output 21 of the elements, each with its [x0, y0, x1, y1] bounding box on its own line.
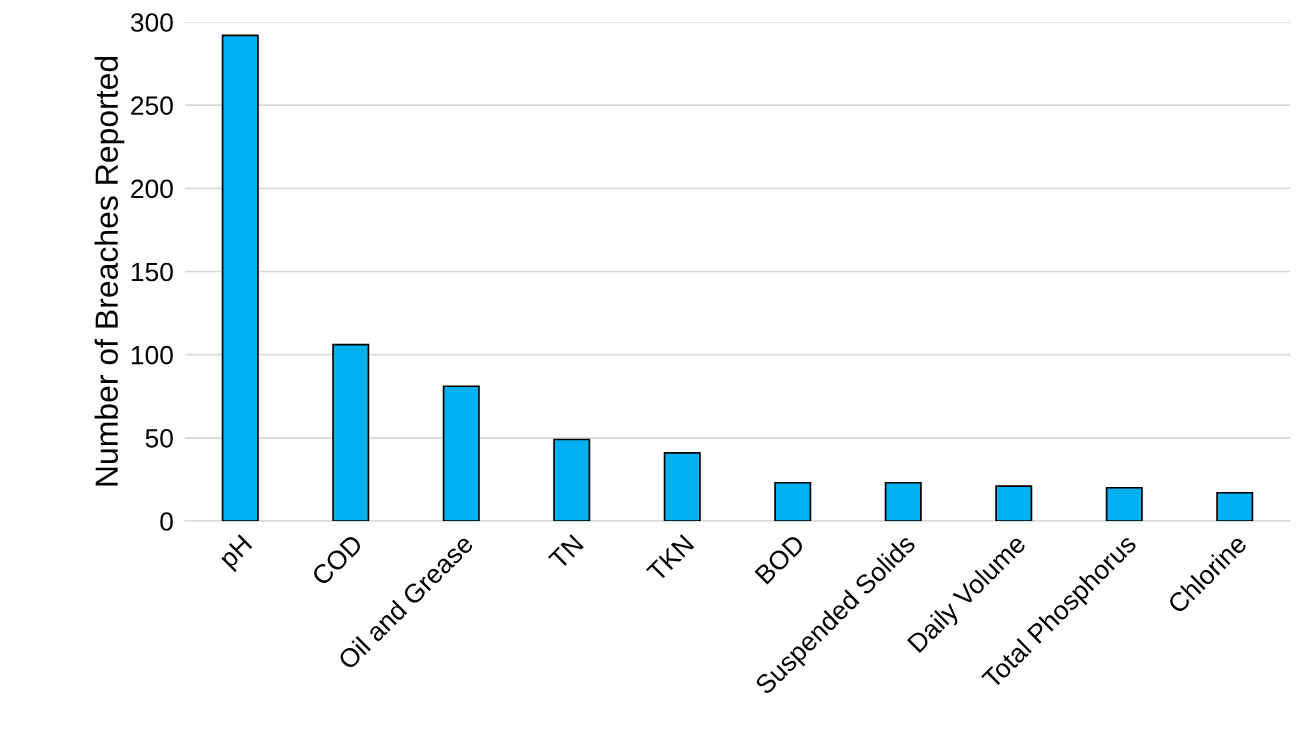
bar: [332, 343, 370, 521]
x-tick-label: TN: [547, 534, 584, 571]
bar: [553, 438, 591, 521]
y-tick-label: 50: [145, 428, 173, 448]
bar: [995, 485, 1033, 521]
bar: [1105, 486, 1143, 521]
y-tick-label: 100: [131, 345, 173, 365]
bar: [221, 34, 259, 521]
y-tick-label: 300: [130, 13, 173, 32]
y-tick-label: 250: [131, 96, 173, 115]
bar: [442, 385, 480, 521]
y-tick-label: 0: [160, 512, 173, 531]
y-tick-label: 200: [131, 179, 173, 199]
y-tick-label: 150: [131, 262, 173, 282]
bar: [663, 451, 701, 521]
x-tick-label: TKN: [646, 534, 695, 583]
x-tick-label: pH: [218, 534, 257, 573]
bar: [1216, 491, 1254, 521]
bar: [774, 481, 812, 521]
y-axis-title: Number of Breaches Reported: [94, 56, 125, 486]
bar: [884, 481, 922, 521]
